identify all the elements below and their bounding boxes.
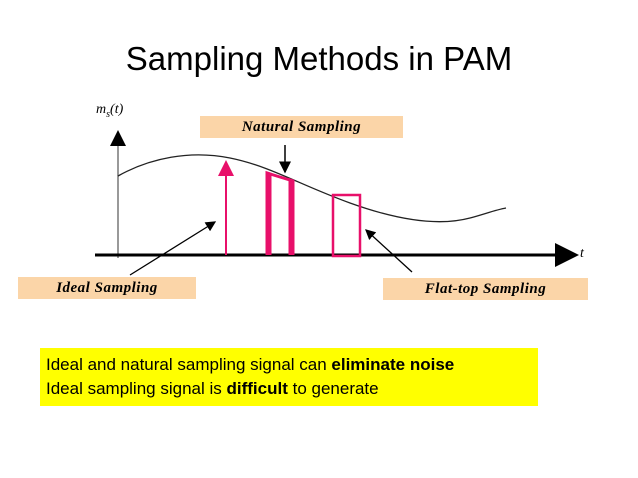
y-axis-label: ms(t) <box>96 102 124 120</box>
signal-curve <box>117 154 507 223</box>
natural-top <box>266 171 294 183</box>
note-text: Ideal and natural sampling signal can <box>46 355 332 374</box>
natural-label: Natural Sampling <box>200 116 403 138</box>
note-emphasis: difficult <box>226 379 288 398</box>
note-text: Ideal sampling signal is <box>46 379 227 398</box>
flat-top-arrow <box>365 229 413 273</box>
slide-title: Sampling Methods in PAM <box>125 40 513 77</box>
note-line: Ideal sampling signal is difficult to ge… <box>46 377 538 401</box>
ideal-label: Ideal Sampling <box>18 277 196 299</box>
natural-samples <box>265 170 295 255</box>
ideal-arrow <box>129 221 217 276</box>
flat-top-sample <box>331 193 362 258</box>
note-text: to generate <box>287 379 379 398</box>
note-line: Ideal and natural sampling signal can el… <box>46 353 538 377</box>
x-axis-label: t <box>580 246 584 261</box>
note-box: Ideal and natural sampling signal can el… <box>40 348 538 406</box>
flat-top-label: Flat-top Sampling <box>383 278 588 300</box>
note-emphasis: eliminate noise <box>331 355 455 374</box>
